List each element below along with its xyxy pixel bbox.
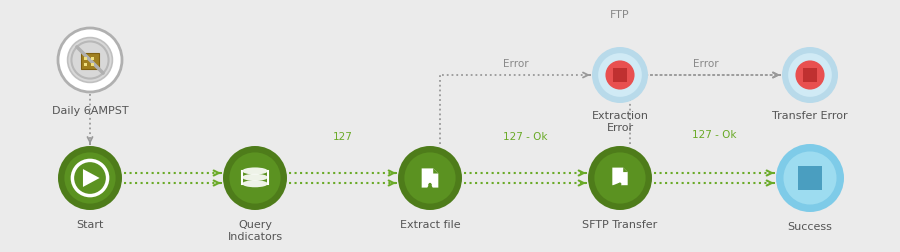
Circle shape: [230, 152, 281, 204]
Circle shape: [68, 38, 112, 82]
Ellipse shape: [242, 167, 268, 174]
Polygon shape: [612, 168, 627, 185]
Ellipse shape: [242, 174, 268, 181]
Text: Error: Error: [693, 59, 719, 69]
Text: Extract file: Extract file: [400, 220, 460, 230]
Text: 127: 127: [333, 132, 353, 142]
Circle shape: [588, 146, 652, 210]
Text: 127 - Ok: 127 - Ok: [503, 132, 547, 142]
Polygon shape: [623, 168, 627, 172]
Circle shape: [784, 151, 836, 205]
FancyBboxPatch shape: [798, 166, 822, 190]
Circle shape: [58, 28, 122, 92]
Text: SFTP Transfer: SFTP Transfer: [582, 220, 658, 230]
Text: Daily 6AMPST: Daily 6AMPST: [51, 106, 129, 116]
Text: Error: Error: [503, 59, 529, 69]
FancyBboxPatch shape: [84, 57, 87, 60]
Circle shape: [398, 146, 462, 210]
Circle shape: [594, 152, 645, 204]
Circle shape: [223, 146, 287, 210]
Circle shape: [65, 152, 115, 204]
FancyBboxPatch shape: [84, 62, 87, 66]
FancyBboxPatch shape: [803, 68, 817, 82]
FancyBboxPatch shape: [91, 62, 94, 66]
Circle shape: [606, 60, 634, 89]
Text: Start: Start: [76, 220, 104, 230]
Polygon shape: [433, 168, 438, 174]
Circle shape: [776, 144, 844, 212]
Circle shape: [796, 60, 824, 89]
Text: Query
Indicators: Query Indicators: [228, 220, 283, 242]
Polygon shape: [83, 169, 100, 187]
Ellipse shape: [242, 180, 268, 187]
Text: Extraction
Error: Extraction Error: [591, 111, 649, 133]
Text: Success: Success: [788, 222, 832, 232]
Circle shape: [782, 47, 838, 103]
Circle shape: [404, 152, 455, 204]
Text: FTP: FTP: [610, 10, 630, 20]
Text: Transfer Error: Transfer Error: [772, 111, 848, 121]
Circle shape: [592, 47, 648, 103]
Polygon shape: [422, 168, 438, 187]
FancyBboxPatch shape: [81, 53, 99, 69]
Circle shape: [58, 146, 122, 210]
Text: 127 - Ok: 127 - Ok: [692, 130, 736, 140]
FancyBboxPatch shape: [613, 68, 627, 82]
FancyBboxPatch shape: [91, 57, 94, 60]
Circle shape: [788, 53, 832, 97]
Circle shape: [598, 53, 642, 97]
